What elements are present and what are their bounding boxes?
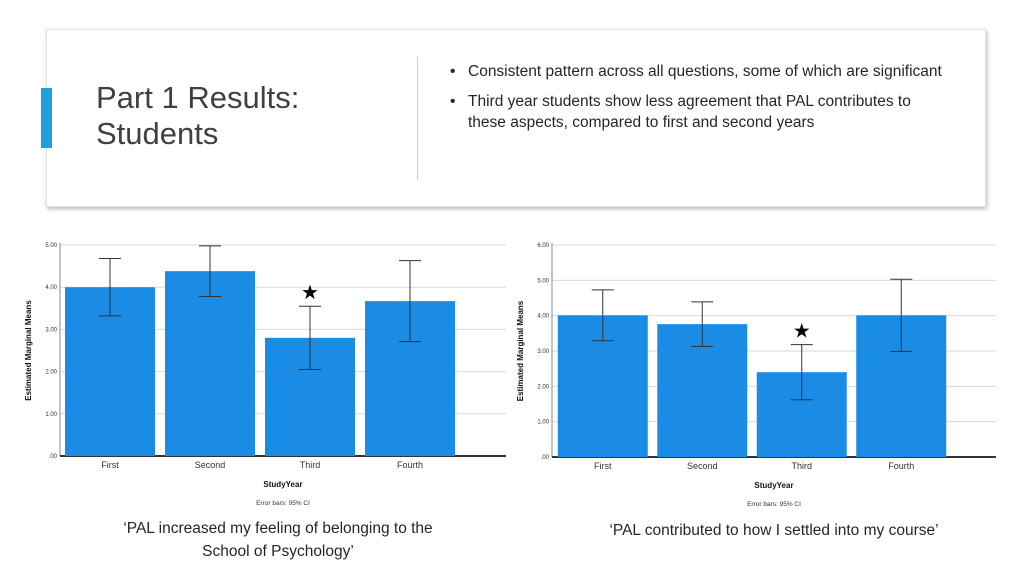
category-label-second: Second <box>195 460 226 470</box>
y-tick-label: 6.00 <box>537 243 549 249</box>
category-label-fourth: Fourth <box>888 461 914 471</box>
slide-title-line-2: Students <box>96 116 219 151</box>
y-tick-label: .00 <box>49 454 58 460</box>
caption-belonging: ‘PAL increased my feeling of belonging t… <box>123 520 433 560</box>
bullet-item: Third year students show less agreement … <box>448 91 948 133</box>
significance-star-icon: ★ <box>301 280 319 304</box>
error-bar-note: Error bars: 95% CI <box>256 500 310 507</box>
y-tick-label: 2.00 <box>537 384 549 390</box>
category-label-third: Third <box>300 460 321 470</box>
category-label-second: Second <box>687 461 718 471</box>
bullet-item: Consistent pattern across all questions,… <box>448 61 948 82</box>
y-tick-label: 3.00 <box>537 349 549 355</box>
y-tick-label: 1.00 <box>537 420 549 426</box>
x-axis-title: StudyYear <box>263 480 302 489</box>
y-tick-label: 3.00 <box>45 327 57 333</box>
y-tick-label: 4.00 <box>537 314 549 320</box>
bullet-list: Consistent pattern across all questions,… <box>448 61 948 142</box>
y-tick-label: .00 <box>541 455 550 461</box>
y-axis-title: Estimated Marginal Means <box>516 300 525 401</box>
category-label-first: First <box>594 461 612 471</box>
y-tick-label: 4.00 <box>45 285 57 291</box>
title-divider <box>417 57 418 180</box>
slide-title: Part 1 Results: Students <box>96 80 299 152</box>
y-axis-title: Estimated Marginal Means <box>24 300 33 401</box>
chart-belonging: 5.00 4.00 3.00 2.00 1.00 .00 First Second Third ★… <box>24 243 506 507</box>
category-label-third: Third <box>791 461 812 471</box>
caption-settled: ‘PAL contributed to how I settled into m… <box>609 522 939 539</box>
accent-bar <box>41 88 52 148</box>
x-axis-title: StudyYear <box>754 481 793 490</box>
y-tick-label: 2.00 <box>45 370 57 376</box>
bar-second <box>165 271 255 456</box>
category-label-fourth: Fourth <box>397 460 423 470</box>
y-tick-label: 5.00 <box>45 243 57 249</box>
y-tick-label: 1.00 <box>45 412 57 418</box>
error-bar-note: Error bars: 95% CI <box>747 501 801 508</box>
y-tick-label: 5.00 <box>537 278 549 284</box>
category-label-first: First <box>101 460 119 470</box>
chart-settled: 6.00 5.00 4.00 3.00 2.00 1.00 .00 First Second Th… <box>516 243 996 508</box>
significance-star-icon: ★ <box>793 319 811 343</box>
slide-title-line-1: Part 1 Results: <box>96 80 300 115</box>
